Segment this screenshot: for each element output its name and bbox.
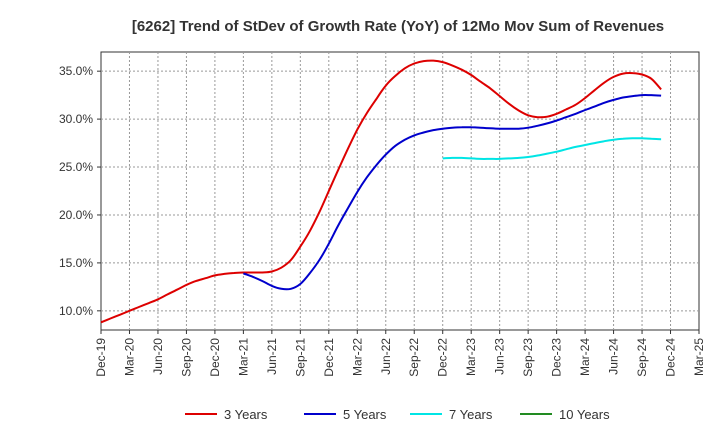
x-tick-label: Sep-22 — [407, 338, 421, 377]
x-tick-label: Jun-22 — [379, 338, 393, 375]
legend-label-5-years: 5 Years — [343, 407, 387, 422]
x-tick-label: Dec-22 — [436, 338, 450, 377]
x-tick-label: Mar-20 — [122, 338, 136, 376]
y-tick-label: 25.0% — [59, 160, 93, 174]
x-axis: Dec-19 Mar-20 Jun-20 Sep-20 Dec-20 Mar-21 Jun-… — [94, 330, 706, 377]
x-tick-label: Sep-20 — [179, 338, 193, 377]
x-tick-label: Dec-19 — [94, 338, 108, 377]
x-tick-label: Sep-24 — [635, 338, 649, 377]
x-tick-label: Jun-21 — [265, 338, 279, 375]
series-line-3-years — [100, 59, 662, 324]
legend-label-7-years: 7 Years — [449, 407, 493, 422]
series-lines — [100, 59, 662, 324]
x-tick-label: Dec-20 — [208, 338, 222, 377]
x-tick-label: Mar-25 — [692, 338, 706, 376]
y-tick-label: 35.0% — [59, 64, 93, 78]
chart-title: [6262] Trend of StDev of Growth Rate (Yo… — [132, 18, 664, 35]
x-tick-label: Mar-21 — [236, 338, 250, 376]
x-tick-label: Sep-23 — [521, 338, 535, 377]
x-tick-label: Sep-21 — [293, 338, 307, 377]
x-tick-label: Jun-23 — [493, 338, 507, 375]
y-tick-label: 20.0% — [59, 208, 93, 222]
series-line-7-years — [442, 137, 662, 160]
x-tick-label: Mar-23 — [464, 338, 478, 376]
legend-label-10-years: 10 Years — [559, 407, 610, 422]
x-tick-label: Jun-24 — [607, 338, 621, 375]
x-tick-label: Dec-24 — [664, 338, 678, 377]
y-tick-label: 10.0% — [59, 304, 93, 318]
y-tick-label: 30.0% — [59, 112, 93, 126]
series-line-5-years — [243, 94, 662, 291]
x-tick-label: Mar-22 — [350, 338, 364, 376]
y-tick-label: 15.0% — [59, 256, 93, 270]
x-tick-label: Dec-23 — [550, 338, 564, 377]
x-tick-label: Mar-24 — [578, 338, 592, 376]
x-tick-label: Dec-21 — [322, 338, 336, 377]
y-axis: 10.0% 15.0% 20.0% 25.0% 30.0% 35.0% — [59, 64, 101, 318]
legend: 3 Years 5 Years 7 Years 10 Years — [185, 407, 610, 422]
legend-label-3-years: 3 Years — [224, 407, 268, 422]
plot-area — [100, 51, 700, 331]
x-tick-label: Jun-20 — [151, 338, 165, 375]
